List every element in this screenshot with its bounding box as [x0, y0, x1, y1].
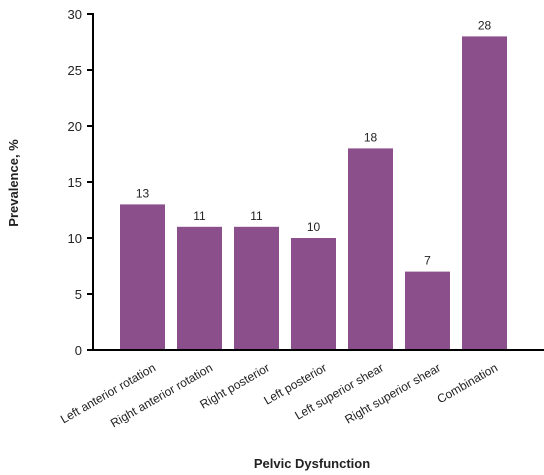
- x-category-label: Combination: [435, 360, 500, 406]
- y-tick-label: 5: [75, 287, 82, 302]
- y-tick-label: 15: [68, 175, 82, 190]
- x-category-label: Right anterior rotation: [108, 360, 215, 430]
- bar-data-label: 18: [364, 130, 378, 144]
- y-tick-label: 25: [68, 63, 82, 78]
- y-tick-label: 20: [68, 119, 82, 134]
- x-axis-title: Pelvic Dysfunction: [254, 456, 370, 471]
- bar-data-label: 28: [478, 18, 492, 32]
- bar-data-label: 13: [136, 186, 150, 200]
- x-category-label: Left anterior rotation: [58, 360, 158, 426]
- y-tick-label: 0: [75, 343, 82, 358]
- bar: [177, 226, 222, 350]
- x-category-label: Right superior shear: [342, 360, 443, 426]
- bar-data-label: 11: [193, 209, 206, 223]
- bars-layer: [120, 36, 507, 351]
- bar-data-label: 11: [250, 209, 263, 223]
- data-labels-layer: 13 11 11 10 18 7 28: [136, 18, 492, 267]
- bar: [348, 148, 393, 350]
- bar: [120, 204, 165, 350]
- bar: [405, 271, 450, 350]
- bar: [234, 226, 279, 350]
- y-ticks-layer: 0 5 10 15 20 25 30: [68, 7, 93, 358]
- y-axis-title: Prevalence, %: [6, 139, 21, 227]
- bar-data-label: 7: [424, 254, 431, 268]
- bar: [291, 238, 336, 350]
- y-tick-label: 30: [68, 7, 82, 22]
- y-tick-label: 10: [68, 231, 82, 246]
- bar: [462, 36, 507, 351]
- bar-data-label: 10: [307, 220, 321, 234]
